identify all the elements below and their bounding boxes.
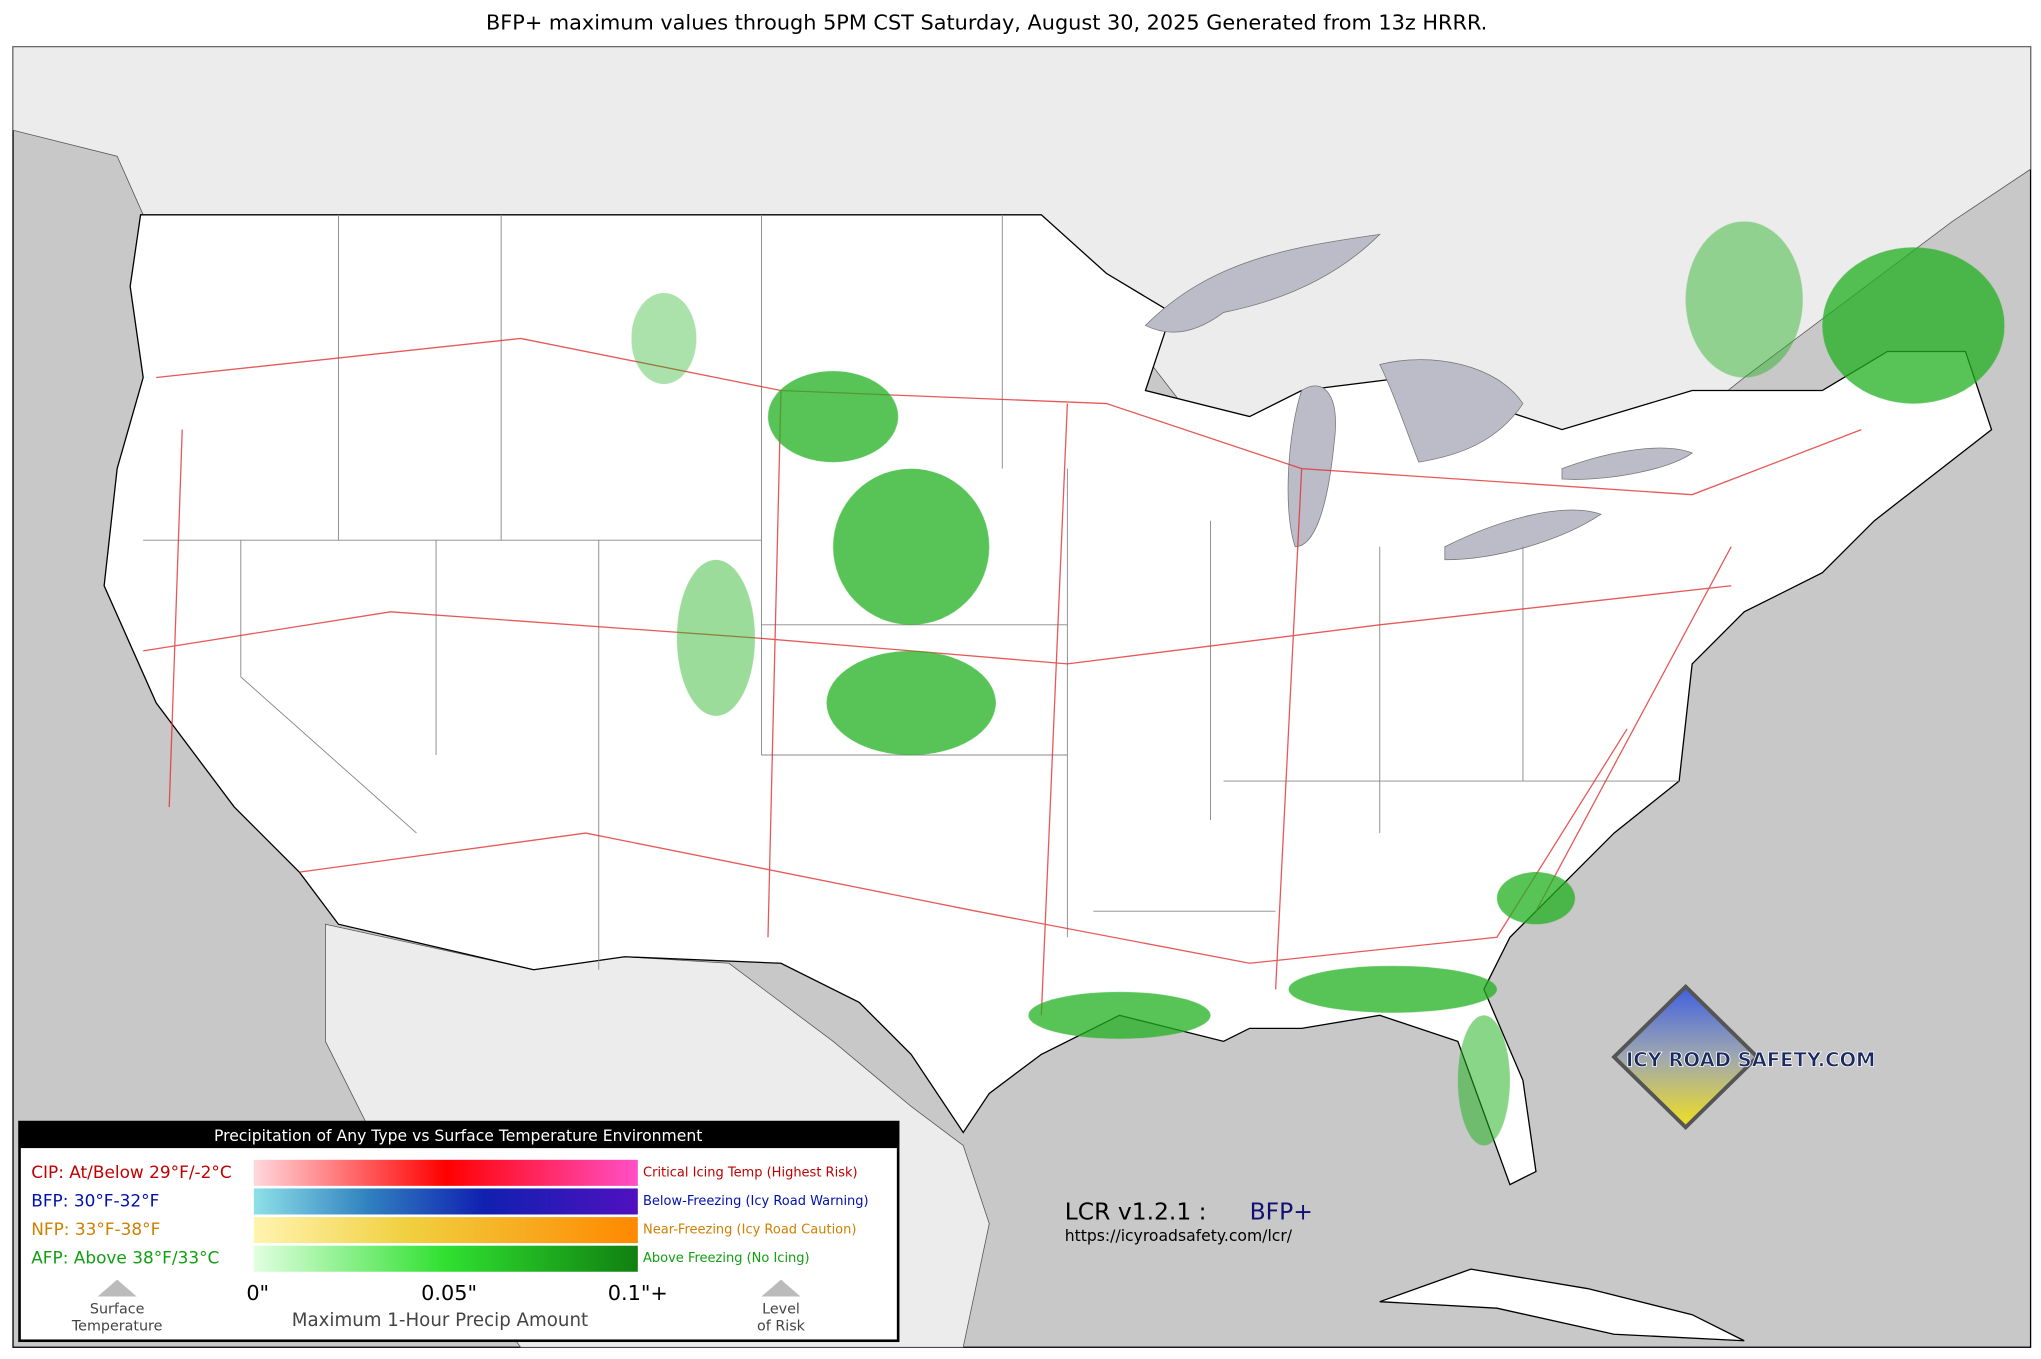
color-ramp xyxy=(253,1188,638,1215)
cuba xyxy=(1379,1268,1745,1342)
legend-label: CIP: At/Below 29°F/-2°C xyxy=(31,1162,231,1182)
version: LCR v1.2.1 : xyxy=(1065,1198,1207,1226)
precip-areas xyxy=(631,221,2005,1146)
side-label: Level xyxy=(762,1302,800,1318)
side-label: of Risk xyxy=(757,1318,806,1334)
logo: ICY ROAD SAFETY.COM xyxy=(1611,983,1876,1131)
legend-description: Below-Freezing (Icy Road Warning) xyxy=(643,1194,869,1209)
scale-label: 0.05" xyxy=(421,1281,477,1305)
legend-description: Critical Icing Temp (Highest Risk) xyxy=(643,1165,858,1180)
url: https://icyroadsafety.com/lcr/ xyxy=(1065,1227,1293,1245)
product: BFP+ xyxy=(1250,1198,1313,1226)
side-label: Temperature xyxy=(71,1318,163,1334)
arrow-icon xyxy=(97,1279,137,1297)
logo-diamond xyxy=(1611,983,1761,1131)
legend-description: Above Freezing (No Icing) xyxy=(643,1251,810,1266)
arrow-icon xyxy=(761,1279,801,1297)
legend-label: NFP: 33°F-38°F xyxy=(31,1219,160,1239)
state-borders xyxy=(143,214,1680,970)
scale-label: 0" xyxy=(246,1281,269,1305)
watermark: LCR v1.2.1 : BFP+ https://icyroadsafety.… xyxy=(1065,1198,1313,1245)
axis-label: Maximum 1-Hour Precip Amount xyxy=(292,1310,588,1331)
usa xyxy=(103,214,1993,1186)
logo-text: ICY ROAD SAFETY.COM xyxy=(1626,1048,1875,1071)
legend-label: AFP: Above 38°F/33°C xyxy=(31,1248,219,1268)
legend-title: Precipitation of Any Type vs Surface Tem… xyxy=(214,1127,702,1145)
color-ramp xyxy=(253,1217,638,1244)
legend-description: Near-Freezing (Icy Road Caution) xyxy=(643,1223,856,1238)
legend: Precipitation of Any Type vs Surface Tem… xyxy=(18,1120,900,1343)
legend-header xyxy=(19,1122,899,1149)
scale-label: 0.1"+ xyxy=(608,1281,668,1305)
legend-label: BFP: 30°F-32°F xyxy=(31,1190,159,1210)
color-ramp xyxy=(253,1245,638,1272)
color-ramp xyxy=(253,1159,638,1186)
map-title: BFP+ maximum values through 5PM CST Satu… xyxy=(486,10,1487,34)
side-label: Surface xyxy=(90,1302,145,1318)
